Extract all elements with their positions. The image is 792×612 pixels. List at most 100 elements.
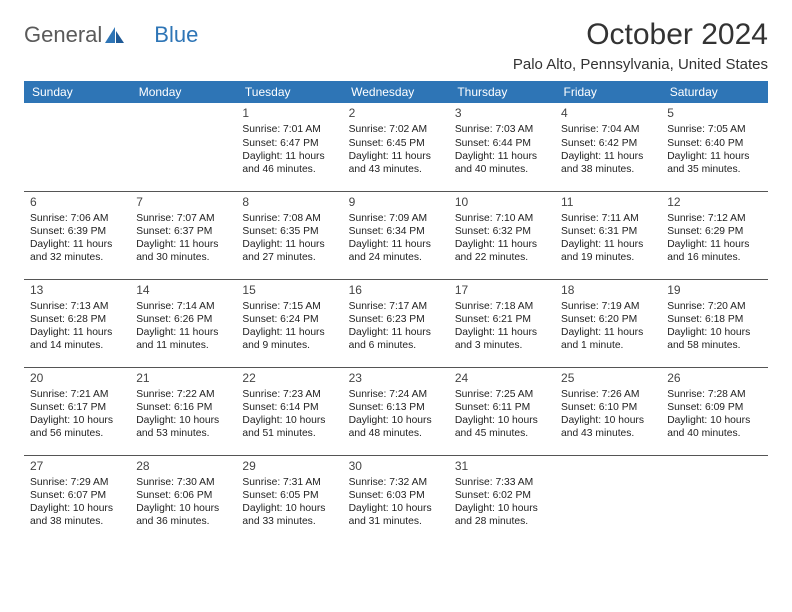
- day-number: 27: [30, 459, 124, 474]
- sunset-text: Sunset: 6:18 PM: [667, 313, 761, 326]
- calendar-day-cell: 11Sunrise: 7:11 AMSunset: 6:31 PMDayligh…: [555, 191, 661, 279]
- sunset-text: Sunset: 6:20 PM: [561, 313, 655, 326]
- calendar-day-cell: 12Sunrise: 7:12 AMSunset: 6:29 PMDayligh…: [661, 191, 767, 279]
- daylight2-text: and 43 minutes.: [561, 427, 655, 440]
- daylight2-text: and 40 minutes.: [667, 427, 761, 440]
- calendar-day-cell: 10Sunrise: 7:10 AMSunset: 6:32 PMDayligh…: [449, 191, 555, 279]
- sunrise-text: Sunrise: 7:29 AM: [30, 476, 124, 489]
- sunrise-text: Sunrise: 7:21 AM: [30, 388, 124, 401]
- daylight1-text: Daylight: 11 hours: [561, 150, 655, 163]
- sunrise-text: Sunrise: 7:28 AM: [667, 388, 761, 401]
- daylight1-text: Daylight: 10 hours: [561, 414, 655, 427]
- daylight2-text: and 43 minutes.: [349, 163, 443, 176]
- calendar-day-cell: 2Sunrise: 7:02 AMSunset: 6:45 PMDaylight…: [343, 103, 449, 191]
- sunset-text: Sunset: 6:11 PM: [455, 401, 549, 414]
- sunrise-text: Sunrise: 7:01 AM: [242, 123, 336, 136]
- sunset-text: Sunset: 6:26 PM: [136, 313, 230, 326]
- day-number: 23: [349, 371, 443, 386]
- calendar-day-cell: 26Sunrise: 7:28 AMSunset: 6:09 PMDayligh…: [661, 367, 767, 455]
- sunset-text: Sunset: 6:34 PM: [349, 225, 443, 238]
- calendar-day-cell: 19Sunrise: 7:20 AMSunset: 6:18 PMDayligh…: [661, 279, 767, 367]
- calendar-day-cell: 8Sunrise: 7:08 AMSunset: 6:35 PMDaylight…: [236, 191, 342, 279]
- sunset-text: Sunset: 6:10 PM: [561, 401, 655, 414]
- daylight2-text: and 28 minutes.: [455, 515, 549, 528]
- sunset-text: Sunset: 6:28 PM: [30, 313, 124, 326]
- daylight1-text: Daylight: 11 hours: [242, 326, 336, 339]
- daylight2-text: and 11 minutes.: [136, 339, 230, 352]
- calendar-week-row: 13Sunrise: 7:13 AMSunset: 6:28 PMDayligh…: [24, 279, 768, 367]
- sunrise-text: Sunrise: 7:30 AM: [136, 476, 230, 489]
- daylight2-text: and 19 minutes.: [561, 251, 655, 264]
- day-number: 31: [455, 459, 549, 474]
- calendar-week-row: 20 Sunrise: 7:21 AMSunset: 6:17 PM Dayligh…: [24, 367, 768, 455]
- calendar-week-row: 27 Sunrise: 7:29 AMSunset: 6:07 PM Dayligh…: [24, 455, 768, 543]
- weekday-header: Friday: [555, 81, 661, 103]
- calendar-day-cell: 14Sunrise: 7:14 AMSunset: 6:26 PMDayligh…: [130, 279, 236, 367]
- daylight1-text: Daylight: 11 hours: [136, 238, 230, 251]
- daylight2-text: and 48 minutes.: [349, 427, 443, 440]
- daylight1-text: Daylight: 11 hours: [455, 238, 549, 251]
- daylight2-text: and 32 minutes.: [30, 251, 124, 264]
- day-number: 25: [561, 371, 655, 386]
- weekday-header: Saturday: [661, 81, 767, 103]
- daylight1-text: Daylight: 11 hours: [667, 150, 761, 163]
- sunrise-text: Sunrise: 7:25 AM: [455, 388, 549, 401]
- day-number: 4: [561, 106, 655, 121]
- sunrise-text: Sunrise: 7:09 AM: [349, 212, 443, 225]
- weekday-header: Tuesday: [236, 81, 342, 103]
- daylight1-text: Daylight: 11 hours: [242, 150, 336, 163]
- day-number: 10: [455, 195, 549, 210]
- calendar-day-cell: 24 Sunrise: 7:25 AMSunset: 6:11 PMDayligh…: [449, 367, 555, 455]
- calendar-week-row: 1Sunrise: 7:01 AMSunset: 6:47 PMDaylight…: [24, 103, 768, 191]
- day-number: 21: [136, 371, 230, 386]
- daylight2-text: and 53 minutes.: [136, 427, 230, 440]
- calendar-day-cell: 22Sunrise: 7:23 AMSunset: 6:14 PMDayligh…: [236, 367, 342, 455]
- sunset-text: Sunset: 6:37 PM: [136, 225, 230, 238]
- daylight2-text: and 46 minutes.: [242, 163, 336, 176]
- daylight2-text: and 45 minutes.: [455, 427, 549, 440]
- calendar-day-cell: 20Sunrise: 7:21 AMSunset: 6:17 PMDayligh…: [24, 367, 130, 455]
- calendar-page: General Blue October 2024 Palo Alto, Pen…: [0, 0, 792, 553]
- daylight1-text: Daylight: 10 hours: [667, 326, 761, 339]
- sunrise-text: Sunrise: 7:20 AM: [667, 300, 761, 313]
- daylight1-text: Daylight: 10 hours: [455, 414, 549, 427]
- calendar-day-cell: [661, 455, 767, 543]
- daylight2-text: and 14 minutes.: [30, 339, 124, 352]
- weekday-header: Monday: [130, 81, 236, 103]
- daylight1-text: Daylight: 11 hours: [242, 238, 336, 251]
- sunset-text: Sunset: 6:16 PM: [136, 401, 230, 414]
- weekday-header: Sunday: [24, 81, 130, 103]
- daylight2-text: and 31 minutes.: [349, 515, 443, 528]
- daylight1-text: Daylight: 11 hours: [349, 326, 443, 339]
- sunrise-text: Sunrise: 7:08 AM: [242, 212, 336, 225]
- daylight1-text: Daylight: 11 hours: [30, 326, 124, 339]
- sunrise-text: Sunrise: 7:04 AM: [561, 123, 655, 136]
- calendar-day-cell: 25 Sunrise: 7:26 AMSunset: 6:10 PMDayligh…: [555, 367, 661, 455]
- calendar-day-cell: 13Sunrise: 7:13 AMSunset: 6:28 PMDayligh…: [24, 279, 130, 367]
- sunrise-text: Sunrise: 7:05 AM: [667, 123, 761, 136]
- sunrise-text: Sunrise: 7:26 AM: [561, 388, 655, 401]
- day-number: 12: [667, 195, 761, 210]
- sunset-text: Sunset: 6:23 PM: [349, 313, 443, 326]
- day-number: 5: [667, 106, 761, 121]
- day-number: 8: [242, 195, 336, 210]
- daylight2-text: and 58 minutes.: [667, 339, 761, 352]
- day-number: 20: [30, 371, 124, 386]
- sunset-text: Sunset: 6:17 PM: [30, 401, 124, 414]
- brand-part1: General: [24, 22, 102, 48]
- daylight1-text: Daylight: 10 hours: [349, 502, 443, 515]
- month-title: October 2024: [513, 18, 768, 52]
- sunrise-text: Sunrise: 7:18 AM: [455, 300, 549, 313]
- sunrise-text: Sunrise: 7:03 AM: [455, 123, 549, 136]
- daylight2-text: and 27 minutes.: [242, 251, 336, 264]
- calendar-day-cell: [130, 103, 236, 191]
- sunset-text: Sunset: 6:07 PM: [30, 489, 124, 502]
- weekday-header: Wednesday: [343, 81, 449, 103]
- day-number: 15: [242, 283, 336, 298]
- sunset-text: Sunset: 6:09 PM: [667, 401, 761, 414]
- daylight1-text: Daylight: 11 hours: [455, 150, 549, 163]
- calendar-day-cell: 5Sunrise: 7:05 AMSunset: 6:40 PMDaylight…: [661, 103, 767, 191]
- page-header: General Blue October 2024 Palo Alto, Pen…: [24, 18, 768, 75]
- day-number: 24: [455, 371, 549, 386]
- daylight2-text: and 16 minutes.: [667, 251, 761, 264]
